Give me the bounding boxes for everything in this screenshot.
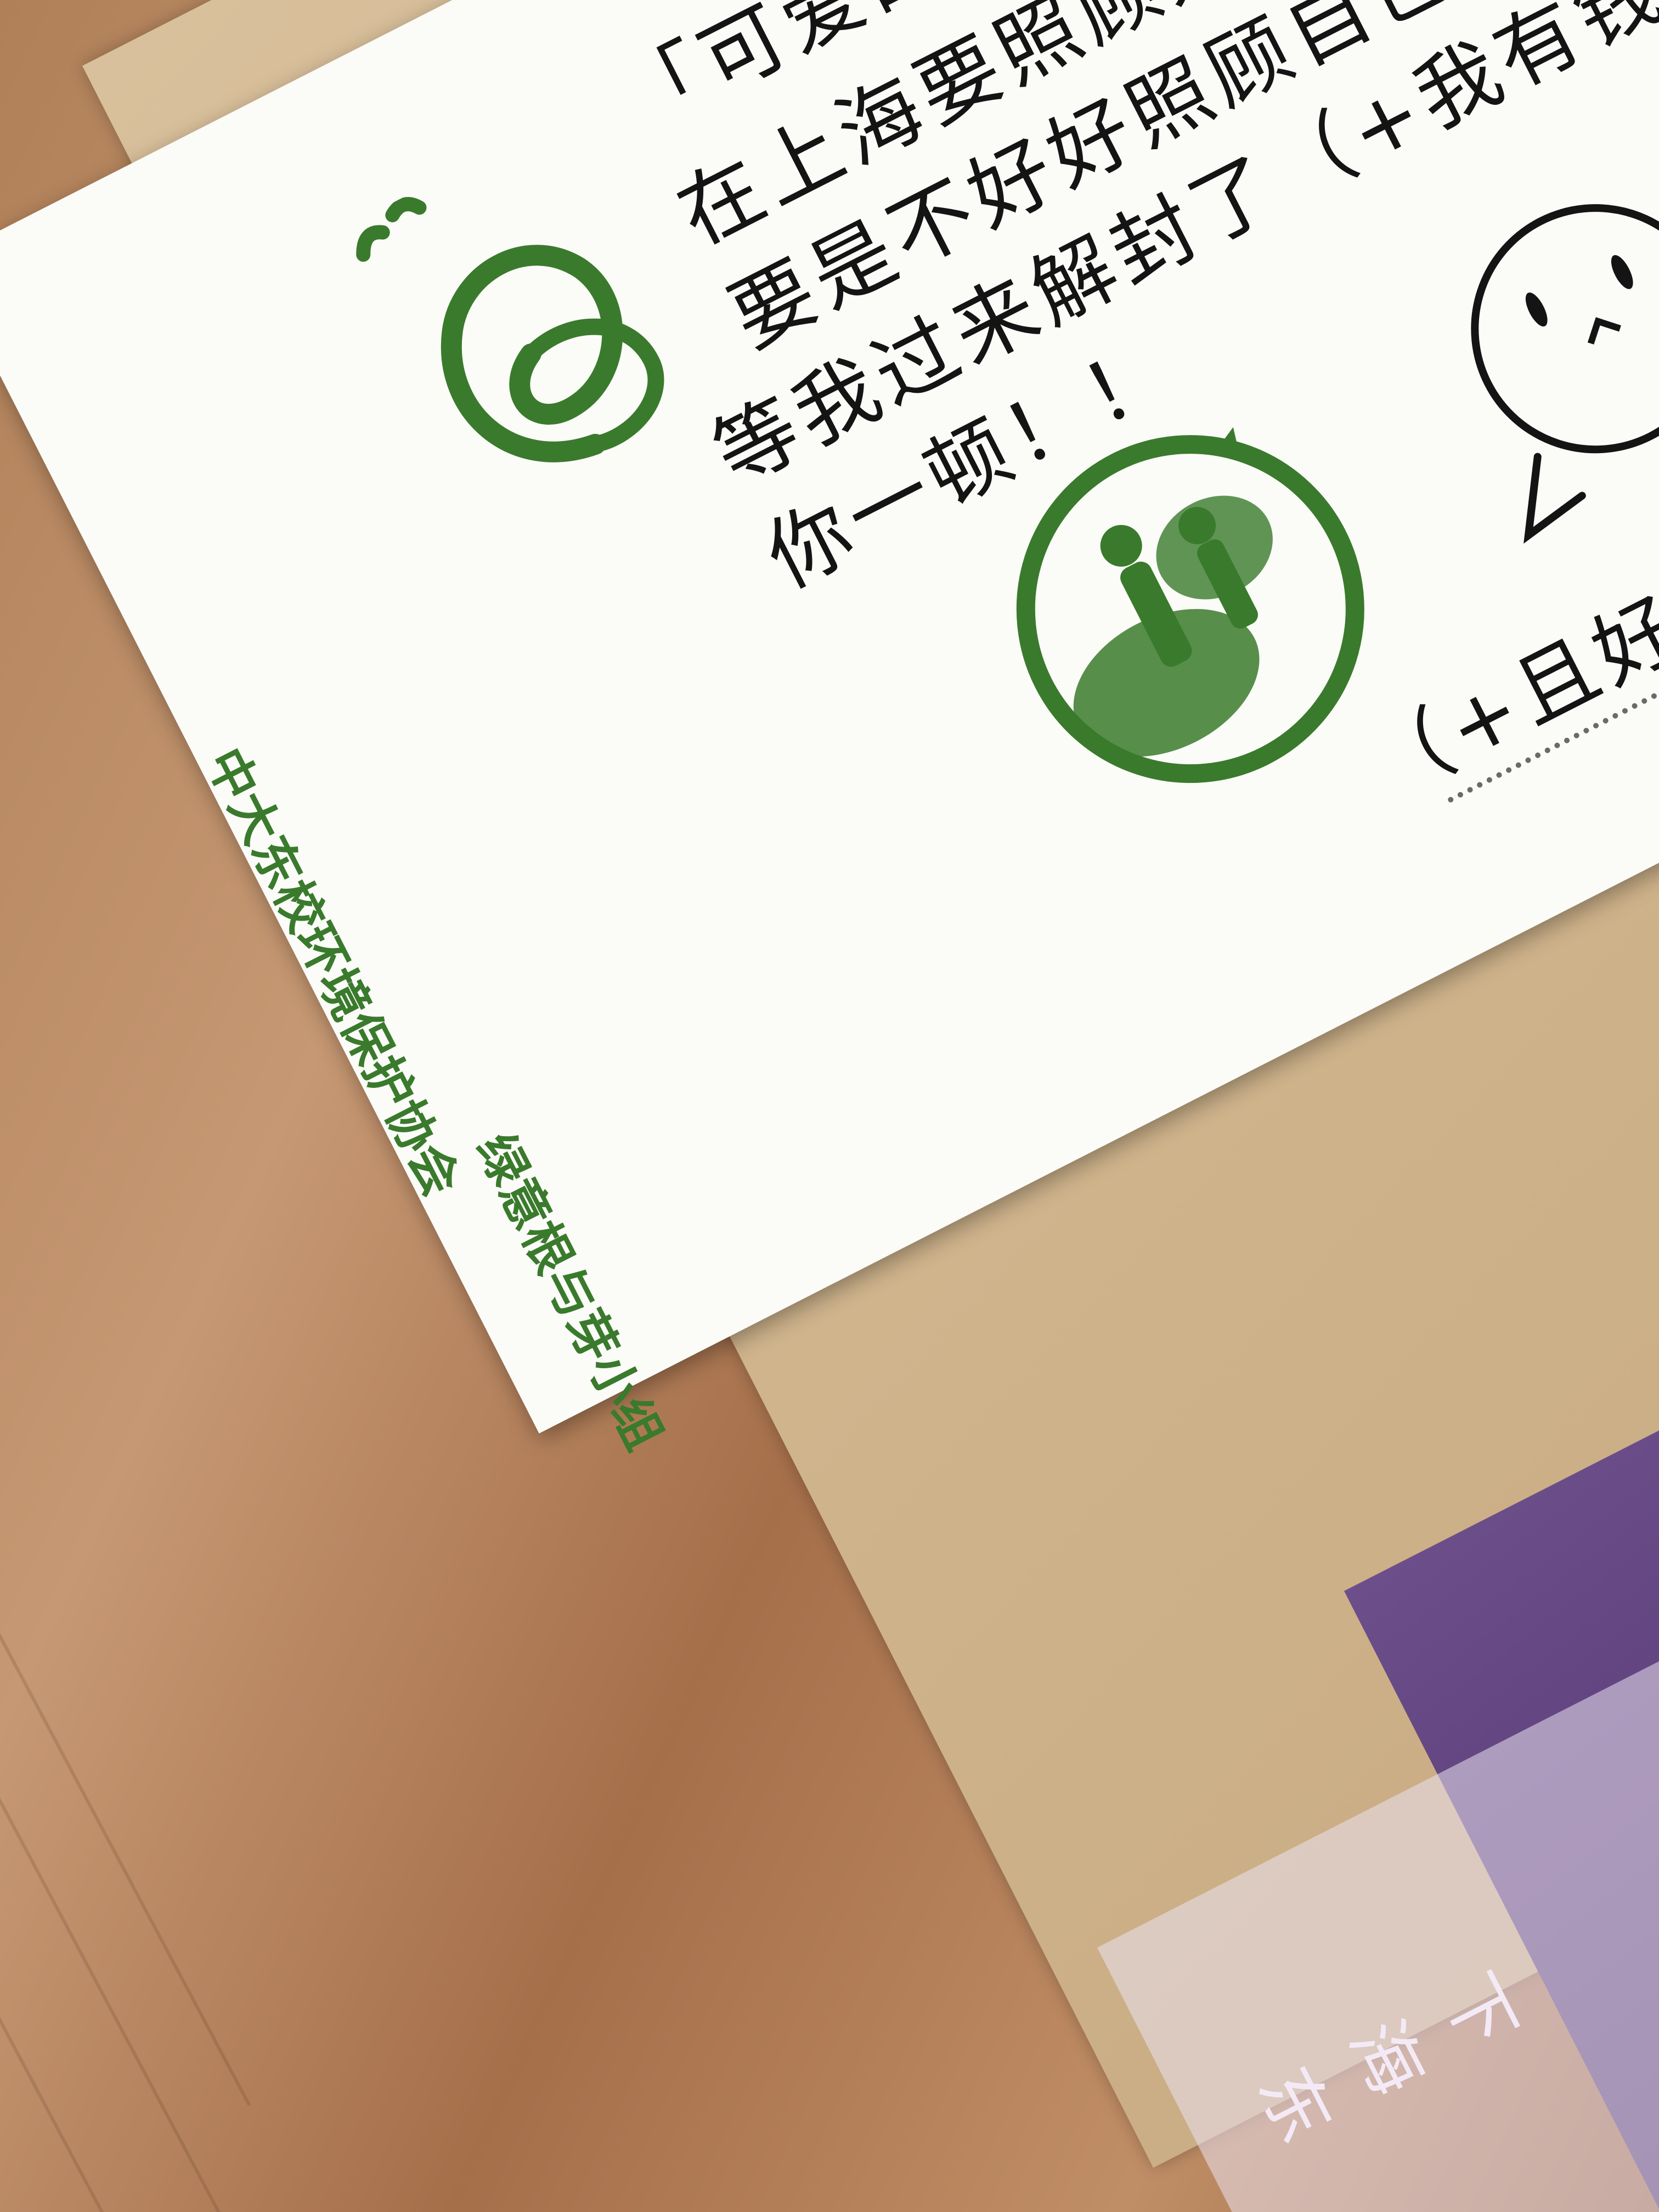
wood-grain [0, 1426, 251, 2106]
smiley-doodle [1471, 204, 1659, 544]
organization-group: 绿意根与芽小组 [465, 1125, 674, 1459]
wood-grain [0, 2030, 251, 2212]
postcard: 「可爱的女朋友来啦」 在上海要照顾好自己哦（重要的 要是不好好照顾自己， 等我过… [195, 0, 1659, 1459]
wood-grain [0, 1591, 251, 2212]
organization-name: 中大东校环境保护协会 [195, 739, 471, 1205]
globe-logo [1016, 427, 1364, 783]
sprout-logo [356, 197, 664, 462]
